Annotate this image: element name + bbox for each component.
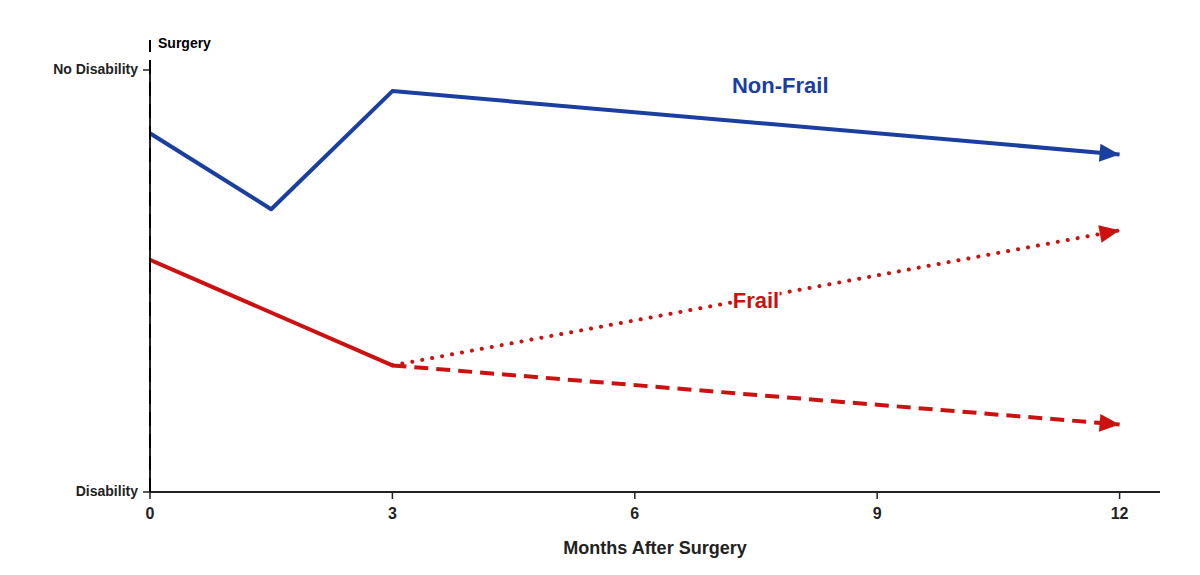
reference-line	[149, 40, 151, 492]
x-tick	[876, 492, 878, 499]
series-line	[150, 91, 1120, 209]
y-tick	[143, 491, 150, 493]
series-line	[392, 230, 1119, 365]
series-line	[392, 365, 1119, 424]
arrow-head	[1099, 414, 1120, 432]
x-tick-label: 3	[388, 505, 397, 522]
annotation-label: Surgery	[158, 35, 211, 51]
y-tick-label: Disability	[76, 483, 138, 499]
x-axis-label: Months After Surgery	[563, 538, 746, 558]
x-tick	[1119, 492, 1121, 499]
y-tick	[143, 69, 150, 71]
series-label: Non-Frail	[732, 73, 829, 98]
x-tick-label: 0	[146, 505, 155, 522]
x-tick-label: 12	[1111, 505, 1129, 522]
plot-area	[150, 91, 1120, 432]
series-label: Frail	[733, 288, 779, 313]
x-axis-line	[150, 491, 1160, 493]
x-tick-label: 9	[873, 505, 882, 522]
x-tick	[634, 492, 636, 499]
y-tick-label: No Disability	[53, 61, 138, 77]
arrow-head	[1098, 225, 1119, 243]
x-tick-label: 6	[630, 505, 639, 522]
series-line	[150, 260, 392, 366]
chart: 0 3 6 9 12 Disability No Disability Months Afte…	[0, 0, 1200, 575]
x-tick	[149, 492, 151, 499]
arrow-head	[1099, 144, 1120, 162]
x-tick	[392, 492, 394, 499]
